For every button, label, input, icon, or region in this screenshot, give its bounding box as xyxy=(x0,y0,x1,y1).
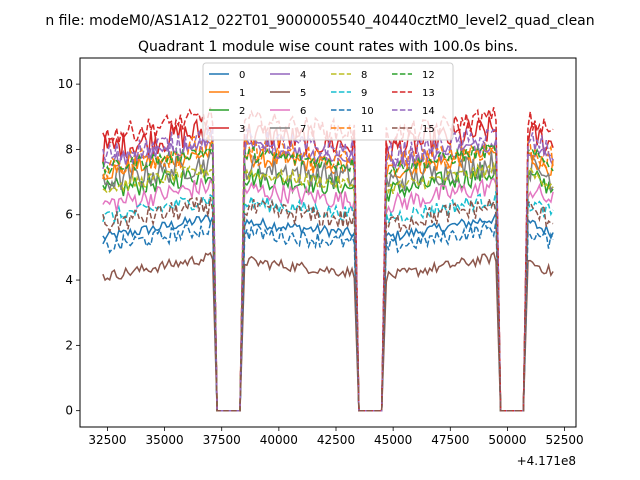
series-line-4 xyxy=(102,135,554,412)
series-line-7 xyxy=(102,150,554,412)
y-tick-label: 6 xyxy=(65,208,73,222)
series-line-12 xyxy=(102,142,554,412)
x-tick-label: 50000 xyxy=(488,433,526,447)
y-tick-label: 4 xyxy=(65,273,73,287)
x-tick-label: 42500 xyxy=(317,433,355,447)
legend-label: 8 xyxy=(361,70,367,81)
x-tick-label: 32500 xyxy=(88,433,126,447)
legend-label: 5 xyxy=(300,88,306,99)
series-line-6 xyxy=(102,177,554,412)
x-tick-label: 40000 xyxy=(260,433,298,447)
y-tick-label: 8 xyxy=(65,142,73,156)
legend-label: 0 xyxy=(239,70,245,81)
y-tick-label: 0 xyxy=(65,404,73,418)
legend-box xyxy=(202,62,454,141)
x-axis: 32500 35000 37500 40000 42500 45000 47500 50000… xyxy=(88,427,584,447)
legend-label: 12 xyxy=(422,70,435,81)
y-tick-label: 2 xyxy=(65,338,73,352)
legend-label: 7 xyxy=(300,124,306,135)
series-line-5 xyxy=(102,251,554,412)
legend-label: 11 xyxy=(361,124,374,135)
x-tick-label: 47500 xyxy=(431,433,469,447)
series-line-10 xyxy=(102,220,554,412)
x-tick-label: 35000 xyxy=(145,433,183,447)
chart-title: Quadrant 1 module wise count rates with … xyxy=(138,39,518,55)
legend-label: 4 xyxy=(300,70,306,81)
series-layer xyxy=(102,107,554,412)
series-line-2 xyxy=(102,164,554,412)
x-tick-label: 45000 xyxy=(374,433,412,447)
legend-label: 3 xyxy=(239,124,245,135)
legend-label: 14 xyxy=(422,106,435,117)
legend-label: 10 xyxy=(361,106,374,117)
series-line-15 xyxy=(102,196,554,412)
y-axis: 0 2 4 6 8 10 xyxy=(58,77,80,418)
series-line-9 xyxy=(102,191,554,412)
legend-label: 9 xyxy=(361,88,367,99)
series-line-14 xyxy=(102,125,554,412)
legend-label: 15 xyxy=(422,124,435,135)
figure-suptitle: n file: modeM0/AS1A12_022T01_9000005540_… xyxy=(45,13,594,29)
legend-label: 13 xyxy=(422,88,435,99)
legend-label: 6 xyxy=(300,106,306,117)
series-line-0 xyxy=(102,212,554,412)
series-line-8 xyxy=(102,161,554,412)
legend-label: 2 xyxy=(239,106,245,117)
x-axis-offset-label: +4.171e8 xyxy=(517,454,576,468)
axes-frame xyxy=(79,57,577,428)
x-tick-label: 52500 xyxy=(545,433,583,447)
x-tick-label: 37500 xyxy=(203,433,241,447)
y-tick-label: 10 xyxy=(58,77,73,91)
legend-label: 1 xyxy=(239,88,245,99)
